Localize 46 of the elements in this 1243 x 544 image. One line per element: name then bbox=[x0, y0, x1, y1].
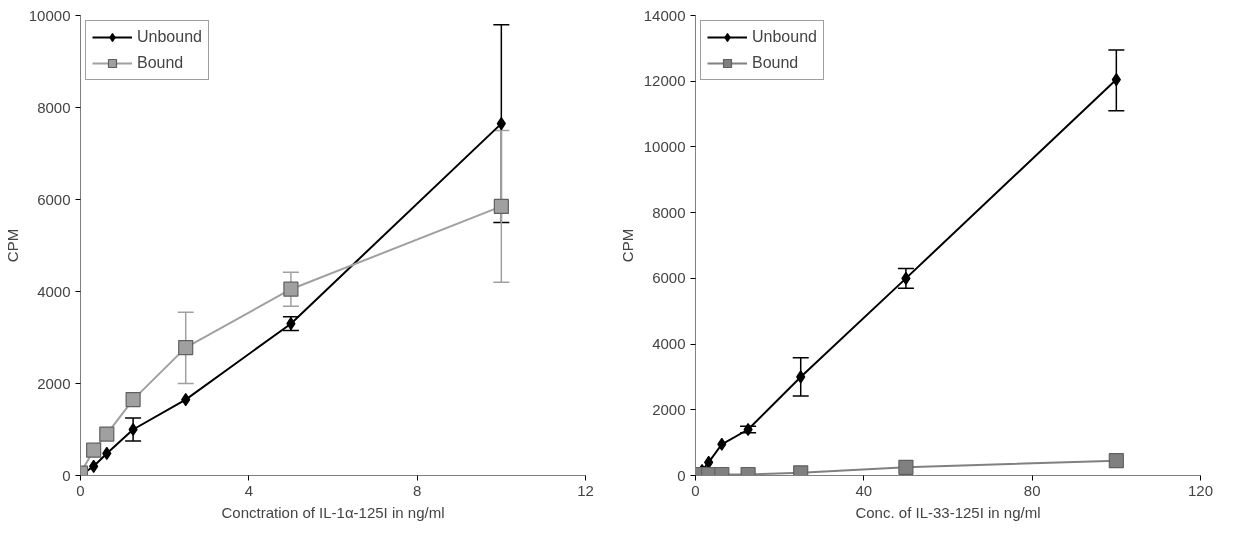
point bbox=[496, 117, 506, 131]
point bbox=[901, 271, 911, 285]
y-tick-label: 12000 bbox=[643, 72, 686, 90]
point bbox=[283, 281, 299, 297]
point bbox=[286, 317, 296, 331]
legend-label: Unbound bbox=[752, 28, 817, 46]
y-tick-label: 10000 bbox=[28, 6, 71, 24]
point bbox=[717, 437, 727, 451]
legend-label: Bound bbox=[137, 54, 184, 72]
x-axis-title: Conctration of IL-1α-125I in ng/ml bbox=[221, 503, 445, 521]
y-tick-label: 4000 bbox=[37, 282, 71, 300]
y-axis-title: CPM bbox=[3, 228, 21, 263]
point bbox=[1108, 453, 1124, 469]
y-tick-label: 0 bbox=[62, 466, 71, 484]
point bbox=[493, 198, 509, 214]
x-tick-label: 80 bbox=[1023, 481, 1041, 499]
point bbox=[898, 459, 914, 475]
y-tick-label: 4000 bbox=[652, 335, 686, 353]
y-tick-label: 2000 bbox=[37, 374, 71, 392]
x-tick-label: 120 bbox=[1187, 481, 1214, 499]
y-tick-label: 0 bbox=[677, 466, 686, 484]
y-tick-label: 2000 bbox=[652, 400, 686, 418]
y-tick-label: 6000 bbox=[652, 269, 686, 287]
x-axis-title: Conc. of IL-33-125I in ng/ml bbox=[855, 503, 1041, 521]
point bbox=[86, 442, 102, 458]
point bbox=[89, 459, 99, 473]
legend-label: Unbound bbox=[137, 28, 202, 46]
legend-label: Bound bbox=[752, 54, 799, 72]
y-tick-label: 8000 bbox=[37, 98, 71, 116]
x-tick-label: 4 bbox=[244, 481, 254, 499]
y-tick-label: 10000 bbox=[643, 137, 686, 155]
point bbox=[125, 392, 141, 408]
point bbox=[178, 340, 194, 356]
y-axis-title: CPM bbox=[618, 228, 636, 263]
x-tick-label: 8 bbox=[413, 481, 422, 499]
point bbox=[796, 370, 806, 384]
point bbox=[99, 426, 115, 442]
x-tick-label: 0 bbox=[691, 481, 700, 499]
y-tick-label: 14000 bbox=[643, 6, 686, 24]
point bbox=[181, 393, 191, 407]
point bbox=[704, 455, 714, 469]
x-tick-label: 40 bbox=[855, 481, 873, 499]
x-tick-label: 12 bbox=[577, 481, 594, 499]
x-tick-label: 0 bbox=[76, 481, 85, 499]
y-tick-label: 6000 bbox=[37, 190, 71, 208]
y-tick-label: 8000 bbox=[652, 203, 686, 221]
